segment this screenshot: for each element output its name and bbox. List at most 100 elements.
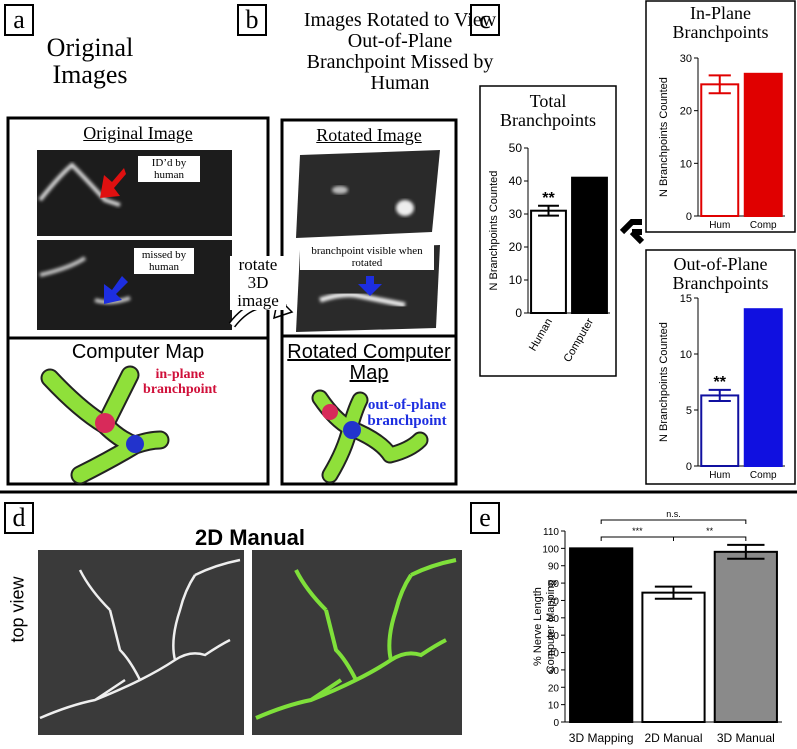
x-tick-label: Hum — [709, 220, 730, 231]
y-tick-label: 0 — [553, 718, 559, 729]
bar — [713, 550, 778, 723]
chart-frame — [645, 0, 796, 233]
computer-map — [311, 389, 429, 484]
nerve — [39, 558, 241, 720]
y-tick-label: 40 — [548, 649, 560, 660]
bar — [641, 591, 706, 724]
micrograph — [37, 150, 232, 236]
bar — [743, 308, 783, 468]
y-axis-label: % Nerve Length — [532, 587, 544, 666]
blue-arrow — [358, 276, 382, 296]
y-tick-label: 0 — [686, 211, 692, 223]
y-tick-label: 30 — [548, 666, 560, 677]
y-tick-label: 70 — [548, 596, 560, 607]
heading: Rotated Image — [316, 125, 422, 145]
panel-label: c — [470, 4, 500, 36]
bar — [700, 83, 740, 218]
x-tick-label: Hum — [709, 470, 730, 481]
blob — [396, 200, 414, 216]
y-tick-label: 110 — [543, 527, 559, 538]
x-tick-label: Comp — [750, 470, 777, 481]
title: Original Images — [46, 33, 134, 90]
chart-title: Out-of-Plane Branchpoints — [672, 254, 769, 293]
y-axis-label: N Branchpoints Counted — [488, 171, 500, 291]
chart-title: Total Branchpoints — [500, 91, 596, 130]
error-bar — [708, 74, 731, 95]
bar — [569, 547, 634, 724]
y-tick-label: 60 — [548, 614, 560, 625]
title: 2D Manual — [194, 525, 306, 550]
significance: ** — [706, 526, 714, 536]
bar — [571, 176, 608, 314]
bracket — [600, 519, 747, 524]
x-tick-label: 2D Manual — [644, 731, 702, 745]
y-tick-label: 0 — [515, 306, 522, 320]
y-tick-label: 100 — [542, 544, 559, 555]
y-tick-label: 20 — [548, 683, 560, 694]
callout: in-plane branchpoint — [143, 367, 217, 397]
y-tick-label: 0 — [686, 461, 692, 473]
heading: Original Image — [83, 123, 193, 143]
x-tick-label: 3D Manual — [717, 731, 775, 745]
error-bar — [538, 204, 559, 217]
y-tick-label: 30 — [680, 53, 692, 65]
significance: n.s. — [666, 509, 681, 519]
callout: missed by human — [134, 248, 194, 275]
connector — [619, 219, 645, 245]
bar — [530, 209, 567, 314]
x-tick-label: Comp — [750, 220, 777, 231]
panel-label: a — [4, 4, 34, 36]
y-tick-label: 10 — [680, 349, 692, 361]
y-axis-label: N Branchpoints Counted — [658, 322, 670, 442]
micrograph — [296, 150, 440, 238]
error-bar — [654, 585, 693, 600]
bar — [743, 72, 783, 217]
y-axis-label: Computer Mapping — [545, 580, 557, 674]
significance: *** — [632, 526, 643, 536]
neurite — [319, 292, 406, 308]
x-tick-label: 3D Mapping — [569, 731, 634, 745]
error-bar — [708, 388, 731, 403]
y-tick-label: 40 — [509, 174, 523, 188]
y-tick-label: 50 — [509, 141, 523, 155]
computer-map — [40, 365, 170, 485]
bracket — [673, 536, 747, 541]
chart-frame — [645, 249, 796, 485]
red-arrow — [100, 168, 126, 198]
blue-arrow — [104, 276, 128, 304]
micrograph — [252, 550, 462, 735]
y-tick-label: 10 — [680, 158, 692, 170]
x-tick-label: Computer — [562, 316, 597, 364]
blob — [332, 186, 348, 194]
y-tick-label: 10 — [509, 273, 523, 287]
bracket — [600, 536, 674, 541]
y-tick-label: 10 — [548, 701, 560, 712]
title: Images Rotated to View Out-of-Plane Bran… — [303, 9, 497, 94]
heading: Computer Map — [71, 341, 205, 363]
y-tick-label: 20 — [680, 106, 692, 118]
y-tick-label: 80 — [548, 579, 560, 590]
callout: branchpoint visible when rotated — [300, 244, 434, 271]
y-tick-label: 5 — [686, 405, 692, 417]
side-label: top view — [7, 576, 28, 643]
chart-frame — [479, 85, 617, 377]
arrow-label: rotate 3D image — [230, 256, 286, 310]
y-axis-label: N Branchpoints Counted — [658, 77, 670, 197]
y-tick-label: 90 — [548, 562, 560, 573]
micrograph — [38, 550, 244, 735]
significance: ** — [542, 190, 555, 207]
significance: ** — [714, 374, 727, 391]
error-bar — [727, 543, 765, 560]
callout: out-of-plane branchpoint — [367, 397, 447, 429]
nerve-trace — [255, 558, 457, 720]
panel-label: b — [237, 4, 267, 36]
y-tick-label: 20 — [509, 240, 523, 254]
bar — [700, 394, 740, 467]
neurite — [38, 162, 121, 207]
panel-label: e — [470, 502, 500, 534]
chart-title: In-Plane Branchpoints — [672, 3, 769, 42]
y-tick-label: 30 — [509, 207, 523, 221]
panel-label: d — [4, 502, 34, 534]
callout: ID’d by human — [138, 156, 200, 183]
